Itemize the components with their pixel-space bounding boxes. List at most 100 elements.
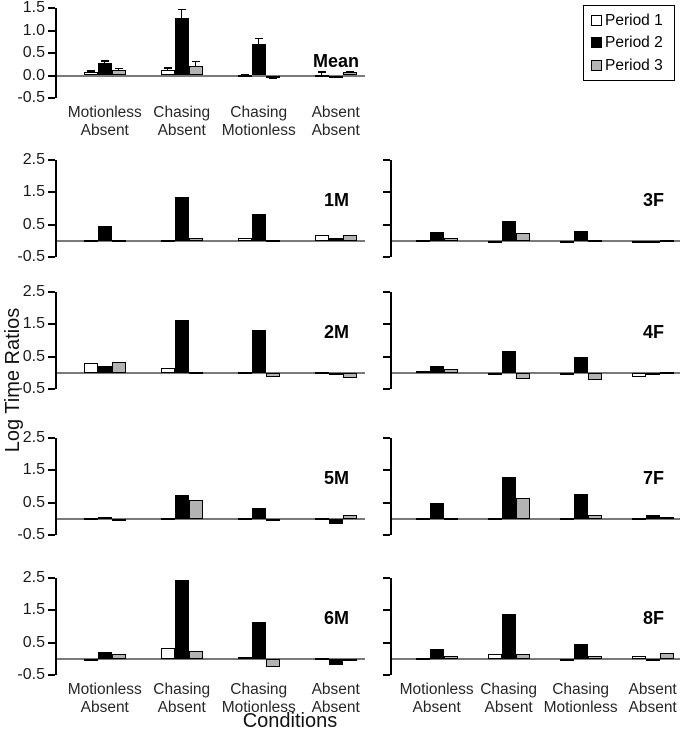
bar-4F-period1-group3 bbox=[631, 372, 646, 377]
bar-3F-period3-group3 bbox=[659, 239, 674, 242]
bar-8F-period3-group0 bbox=[443, 656, 458, 659]
bar-8F-period1-group0 bbox=[415, 657, 430, 660]
bar-7F-period3-group0 bbox=[443, 517, 458, 520]
bar-2M-period3-group2 bbox=[265, 372, 280, 377]
y-axis-tick bbox=[48, 74, 55, 77]
bar-4F-period3-group2 bbox=[587, 372, 602, 380]
y-axis-tick bbox=[48, 323, 55, 326]
bar-7F-period2-group1 bbox=[501, 476, 516, 519]
y-axis-tick bbox=[48, 577, 55, 579]
y-axis-tick bbox=[383, 223, 390, 226]
bar-8F-period3-group2 bbox=[587, 655, 602, 659]
bar-7F-period3-group1 bbox=[515, 498, 530, 519]
bar-1M-period3-group0 bbox=[111, 239, 126, 242]
zero-baseline bbox=[57, 74, 365, 77]
bar-4F-period2-group2 bbox=[573, 356, 588, 373]
category-label-2: Chasing Motionless bbox=[543, 681, 618, 716]
bar-7F-period2-group2 bbox=[573, 493, 588, 519]
y-tick-label: -0.5 bbox=[17, 526, 45, 543]
bar-7F-period2-group3 bbox=[645, 514, 660, 519]
error-bar-cap bbox=[268, 77, 277, 79]
bar-8F-period1-group2 bbox=[559, 658, 574, 662]
panel-label-6M: 6M bbox=[323, 608, 349, 628]
bar-Mean-period2-group0 bbox=[97, 62, 112, 76]
legend-item-period1: Period 1 bbox=[591, 13, 672, 29]
bar-3F-period3-group0 bbox=[443, 237, 458, 241]
y-axis-tick bbox=[48, 641, 55, 644]
y-axis-line bbox=[390, 438, 392, 535]
category-label-1: Chasing Absent bbox=[480, 681, 538, 716]
bar-2M-period2-group1 bbox=[174, 320, 189, 373]
legend-label: Period 3 bbox=[605, 56, 663, 74]
bar-2M-period1-group2 bbox=[237, 371, 252, 374]
y-tick-label: 0.5 bbox=[22, 347, 45, 365]
bar-Mean-period3-group3 bbox=[342, 72, 357, 76]
y-tick-label: 0.0 bbox=[22, 66, 45, 84]
bar-1M-period2-group1 bbox=[174, 197, 189, 241]
bar-6M-period1-group2 bbox=[237, 657, 252, 660]
bar-6M-period3-group2 bbox=[265, 658, 280, 667]
bar-2M-period2-group2 bbox=[251, 330, 266, 373]
category-label-1: Chasing Absent bbox=[153, 681, 211, 716]
y-axis-tick bbox=[48, 97, 55, 99]
y-tick-label: 1.5 bbox=[22, 601, 45, 619]
error-bar-cap bbox=[163, 67, 172, 69]
period3-swatch-icon bbox=[591, 60, 602, 72]
category-label-3: Absent Absent bbox=[311, 681, 360, 716]
bar-8F-period3-group3 bbox=[659, 653, 674, 659]
error-bar-cap bbox=[331, 76, 340, 79]
bar-3F-period3-group1 bbox=[515, 232, 530, 241]
panel-Mean: 1.5 1.0 0.5 0.0 -0.5 Mean Motionless Absent Chas… bbox=[17, 0, 365, 139]
bar-5M-period2-group0 bbox=[97, 516, 112, 519]
bar-6M-period1-group3 bbox=[314, 657, 329, 660]
y-axis-tick bbox=[383, 355, 390, 358]
bar-1M-period2-group2 bbox=[251, 214, 266, 241]
panel-4F: 4F bbox=[383, 291, 680, 390]
bar-2M-period1-group1 bbox=[160, 367, 175, 373]
y-tick-label: 1.5 bbox=[22, 0, 45, 16]
bar-8F-period2-group2 bbox=[573, 644, 588, 659]
legend-label: Period 2 bbox=[605, 34, 663, 52]
y-tick-label: -0.5 bbox=[17, 89, 45, 106]
bar-3F-period2-group3 bbox=[645, 240, 660, 243]
error-bar-cap bbox=[177, 8, 186, 11]
bar-1M-period1-group1 bbox=[160, 239, 175, 242]
y-axis-line bbox=[55, 578, 57, 675]
zero-baseline bbox=[392, 657, 680, 660]
y-tick-label: 2.5 bbox=[22, 151, 45, 168]
bar-7F-period3-group2 bbox=[587, 514, 602, 519]
error-bar bbox=[180, 8, 183, 19]
bar-8F-period3-group1 bbox=[515, 653, 530, 659]
category-label-2: Chasing Motionless bbox=[221, 681, 296, 716]
y-tick-label: 1.5 bbox=[22, 183, 45, 201]
panel-8F: 8F Motionless Absent Chasing Absent Chasing Mo… bbox=[383, 577, 680, 716]
y-tick-label: 0.5 bbox=[22, 44, 45, 61]
bar-5M-period1-group3 bbox=[314, 517, 329, 520]
error-bar bbox=[320, 71, 323, 75]
bar-1M-period2-group3 bbox=[328, 237, 343, 241]
bar-7F-period1-group1 bbox=[487, 517, 502, 520]
bar-5M-period3-group2 bbox=[265, 518, 280, 521]
y-tick-label: 1.5 bbox=[22, 461, 45, 479]
category-label-3: Absent Absent bbox=[311, 104, 360, 139]
bar-8F-period2-group1 bbox=[501, 613, 516, 659]
panel-1M: 2.5 1.5 0.5 -0.5 1M bbox=[17, 152, 365, 265]
y-axis-tick bbox=[48, 29, 55, 32]
y-axis-tick bbox=[383, 256, 390, 258]
y-axis-tick bbox=[383, 388, 390, 390]
panel-label-4F: 4F bbox=[642, 322, 664, 342]
y-axis-tick bbox=[383, 191, 390, 194]
y-axis-tick bbox=[48, 674, 55, 676]
zero-baseline bbox=[57, 517, 365, 520]
zero-baseline bbox=[57, 371, 365, 374]
y-tick-label: 1.5 bbox=[22, 315, 45, 333]
y-axis-tick bbox=[383, 609, 390, 612]
bar-8F-period2-group3 bbox=[645, 658, 660, 661]
y-axis-tick bbox=[383, 674, 390, 676]
category-label-2: Chasing Motionless bbox=[221, 104, 296, 139]
panel-label-Mean: Mean bbox=[312, 51, 359, 71]
bar-Mean-period2-group1 bbox=[174, 18, 189, 76]
y-axis-tick bbox=[383, 437, 390, 439]
y-axis-tick bbox=[383, 159, 390, 161]
